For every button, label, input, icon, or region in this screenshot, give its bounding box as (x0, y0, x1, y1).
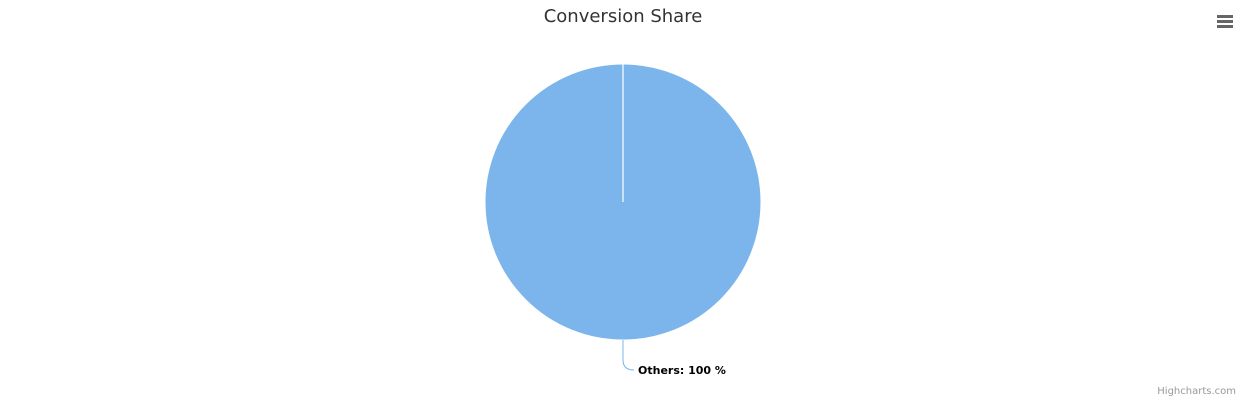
pie-slices (484, 63, 762, 341)
pie-data-label: Others: 100 % (638, 364, 726, 377)
chart-menu-button[interactable] (1214, 12, 1236, 32)
hamburger-menu-icon (1217, 15, 1233, 18)
credits-link[interactable]: Highcharts.com (1157, 386, 1236, 397)
hamburger-menu-icon (1217, 25, 1233, 28)
hamburger-menu-icon (1217, 20, 1233, 23)
pie-labels: Others: 100 % (622, 340, 726, 377)
pie-label-connector (622, 340, 635, 371)
chart-title: Conversion Share (543, 6, 703, 27)
